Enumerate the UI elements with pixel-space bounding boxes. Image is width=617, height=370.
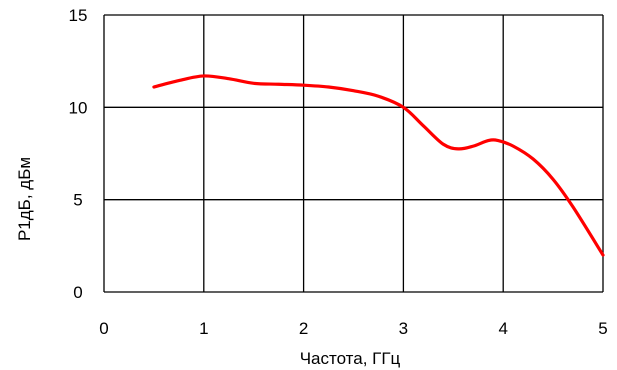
series	[152, 74, 605, 257]
y-tick-label: 10	[69, 98, 88, 117]
x-tick-label: 5	[598, 319, 607, 338]
y-axis-title: P1дБ, дБм	[15, 157, 34, 241]
x-tick-label: 3	[399, 319, 408, 338]
x-tick-label: 1	[199, 319, 208, 338]
x-tick-label: 4	[498, 319, 507, 338]
y-tick-label: 0	[73, 283, 82, 302]
y-tick-label: 5	[73, 191, 82, 210]
grid	[103, 14, 604, 293]
x-axis-title: Частота, ГГц	[300, 349, 401, 368]
x-tick-label: 2	[299, 319, 308, 338]
y-tick-label: 15	[69, 6, 88, 25]
x-tick-label: 0	[99, 319, 108, 338]
series-line	[152, 74, 605, 257]
tick-labels: 0 1 2 3 4 5 0 5 10 15	[69, 6, 608, 338]
